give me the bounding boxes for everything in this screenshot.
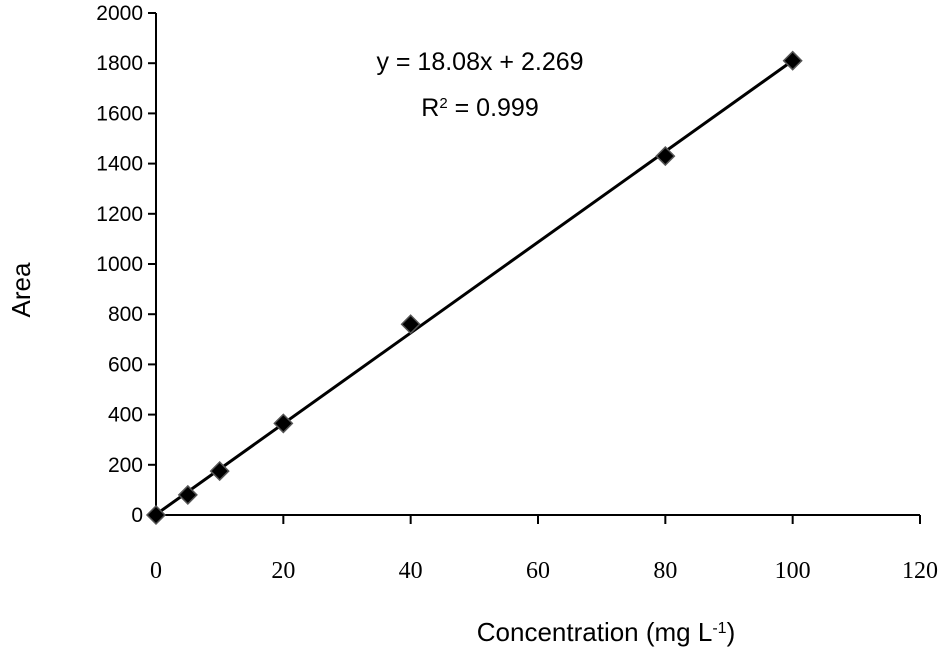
r-squared-label: R2 = 0.999 <box>421 94 538 122</box>
y-tick-label: 0 <box>131 504 143 527</box>
y-tick-label: 1200 <box>96 203 143 226</box>
y-tick-label: 400 <box>108 404 143 427</box>
y-tick-label: 1000 <box>96 253 143 276</box>
y-tick-label: 200 <box>108 454 143 477</box>
y-tick-label: 600 <box>108 353 143 376</box>
x-tick-label: 100 <box>775 558 811 584</box>
x-tick-label: 80 <box>653 558 677 584</box>
y-tick-label: 800 <box>108 303 143 326</box>
equation-label: y = 18.08x + 2.269 <box>376 48 583 76</box>
y-axis-label: Area <box>6 262 36 317</box>
data-point <box>209 461 230 482</box>
x-tick-label: 60 <box>526 558 550 584</box>
x-tick-label: 0 <box>150 558 162 584</box>
x-axis-label: Concentration (mg L-1) <box>477 617 735 647</box>
trendline <box>155 59 794 516</box>
y-tick-label: 2000 <box>96 2 143 25</box>
data-point <box>145 504 167 526</box>
x-tick-label: 40 <box>399 558 423 584</box>
x-tick-label: 120 <box>902 558 938 584</box>
data-points <box>145 50 803 526</box>
data-point <box>177 484 198 505</box>
y-axis-ticks: 0 200 400 600 800 1000 1200 1400 1600 1800 2000 <box>96 2 156 527</box>
data-point <box>273 413 294 434</box>
y-tick-label: 1400 <box>96 153 143 176</box>
x-tick-label: 20 <box>271 558 295 584</box>
data-point <box>782 50 803 71</box>
y-tick-label: 1800 <box>96 52 143 75</box>
data-point <box>400 314 421 335</box>
y-tick-label: 1600 <box>96 102 143 125</box>
x-axis-ticks: 0 20 40 60 80 100 120 <box>150 515 938 584</box>
data-point <box>655 146 676 167</box>
